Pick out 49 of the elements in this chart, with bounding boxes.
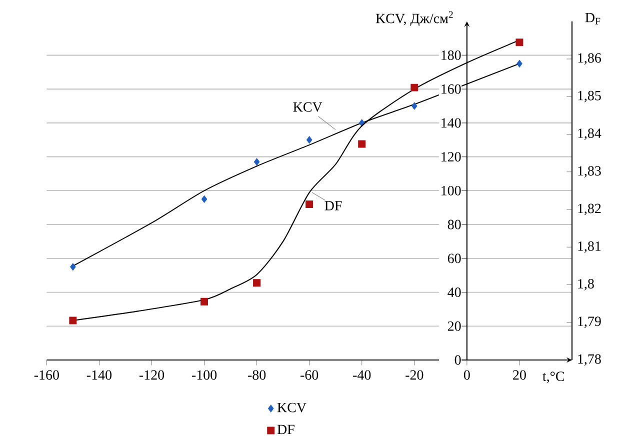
point <box>200 298 208 306</box>
y2-tick-label: 1,86 <box>578 53 602 65</box>
y-tick-label: 160 <box>442 84 461 94</box>
x-tick-label: -40 <box>353 370 371 380</box>
point <box>306 200 314 208</box>
y-tick-label: 80 <box>448 220 461 230</box>
y-tick-label: 40 <box>448 288 461 298</box>
x-tick-label: -20 <box>406 370 424 380</box>
point <box>306 136 312 144</box>
y-tick-label: 180 <box>442 50 461 60</box>
y2-tick-label: 1,82 <box>578 204 601 216</box>
y-axis-title: KCV, Дж/см$^{2}$ <box>376 11 453 26</box>
point <box>410 84 418 92</box>
point <box>201 196 208 204</box>
y-tick-label: 140 <box>442 118 461 128</box>
y-tick-label: 60 <box>448 254 461 264</box>
legend-label: DF <box>277 425 294 434</box>
annotation: DF <box>324 201 342 210</box>
y-tick-label: 20 <box>448 322 461 332</box>
point <box>69 316 77 324</box>
y2-tick-label: 1,81 <box>578 242 601 254</box>
legend-label: KCV <box>277 403 306 412</box>
x-tick-label: -120 <box>139 370 164 380</box>
point <box>358 140 366 148</box>
x-tick-label: -100 <box>192 370 217 380</box>
x-tick-label: -140 <box>86 370 112 380</box>
y-tick-label: 0 <box>454 355 461 365</box>
y2-tick-label: 1,79 <box>578 316 601 328</box>
y2-tick-label: 1,85 <box>578 91 601 103</box>
point <box>412 102 418 110</box>
y2-axis-title: D$_{F}$ <box>585 13 600 25</box>
x-tick-label: -60 <box>300 370 318 380</box>
x-tick-label: -160 <box>34 370 59 380</box>
y2-tick-label: 1,83 <box>578 166 601 178</box>
y2-tick-label: 1,8 <box>578 279 594 291</box>
annotation: KCV <box>293 102 322 112</box>
y2-tick-label: 1,84 <box>578 128 602 140</box>
x-tick-label: -80 <box>248 370 266 380</box>
point <box>253 279 261 287</box>
point <box>254 158 260 166</box>
point <box>516 38 524 46</box>
point <box>70 263 76 271</box>
x-axis-title: t,°C <box>542 372 564 384</box>
y2-tick-label: 1,78 <box>578 354 601 366</box>
y-tick-label: 120 <box>442 152 461 162</box>
point <box>516 60 522 68</box>
y-tick-label: 100 <box>442 186 461 196</box>
x-tick-label: 0 <box>464 370 470 380</box>
x-tick-label: 20 <box>513 370 526 380</box>
